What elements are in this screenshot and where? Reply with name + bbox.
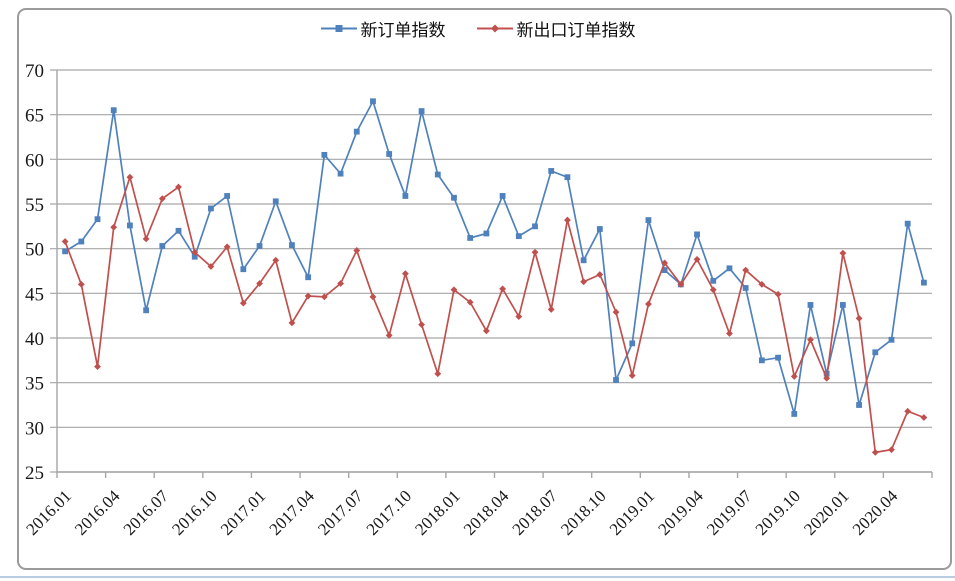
y-axis-labels: 70 65 60 55 50 45 40 35 30 25 xyxy=(25,61,44,484)
svg-text:2016.04: 2016.04 xyxy=(71,486,124,539)
svg-text:50: 50 xyxy=(25,240,44,261)
svg-text:60: 60 xyxy=(25,150,44,171)
legend-marker-new-export-orders-icon xyxy=(476,24,513,33)
series-markers xyxy=(62,98,927,417)
svg-text:2019.01: 2019.01 xyxy=(606,486,659,539)
svg-text:2019.04: 2019.04 xyxy=(654,486,707,539)
chart-frame xyxy=(17,8,952,570)
legend-marker-new-orders-icon xyxy=(320,25,357,32)
series-line xyxy=(64,174,925,454)
svg-text:65: 65 xyxy=(25,106,44,127)
svg-text:2018.10: 2018.10 xyxy=(557,486,610,539)
window-bottom-edge xyxy=(0,576,955,578)
svg-text:2016.10: 2016.10 xyxy=(168,486,221,539)
legend-label-new-orders: 新订单指数 xyxy=(360,21,446,41)
series-new-orders xyxy=(62,98,927,417)
svg-text:2016.07: 2016.07 xyxy=(120,486,173,539)
svg-text:2018.07: 2018.07 xyxy=(509,486,562,539)
svg-text:2018.04: 2018.04 xyxy=(460,486,513,539)
svg-text:55: 55 xyxy=(25,195,44,216)
svg-text:2017.01: 2017.01 xyxy=(217,486,270,539)
series-markers xyxy=(61,173,928,456)
svg-text:45: 45 xyxy=(25,284,44,305)
svg-text:2017.04: 2017.04 xyxy=(265,486,318,539)
x-axis-labels: 2016.012016.042016.072016.102017.012017.… xyxy=(22,486,901,539)
svg-text:2020.04: 2020.04 xyxy=(849,486,902,539)
series-line xyxy=(64,99,925,415)
svg-text:25: 25 xyxy=(25,463,44,484)
svg-text:2016.01: 2016.01 xyxy=(22,486,75,539)
svg-text:70: 70 xyxy=(25,61,44,82)
svg-text:35: 35 xyxy=(25,374,44,395)
series-new-export-orders xyxy=(61,173,928,456)
legend-item-new-export-orders: 新出口订单指数 xyxy=(476,16,636,41)
svg-text:2017.07: 2017.07 xyxy=(314,486,367,539)
svg-text:30: 30 xyxy=(25,418,44,439)
svg-text:2017.10: 2017.10 xyxy=(363,486,416,539)
svg-text:40: 40 xyxy=(25,329,44,350)
chart-legend: 新订单指数 新出口订单指数 xyxy=(0,16,955,41)
svg-text:2020.01: 2020.01 xyxy=(800,486,853,539)
legend-label-new-export-orders: 新出口订单指数 xyxy=(516,21,636,41)
svg-text:2019.10: 2019.10 xyxy=(752,486,805,539)
svg-text:2019.07: 2019.07 xyxy=(703,486,756,539)
axes xyxy=(56,70,933,478)
gridlines xyxy=(50,69,932,473)
legend-item-new-orders: 新订单指数 xyxy=(320,16,446,41)
svg-text:2018.01: 2018.01 xyxy=(411,486,464,539)
